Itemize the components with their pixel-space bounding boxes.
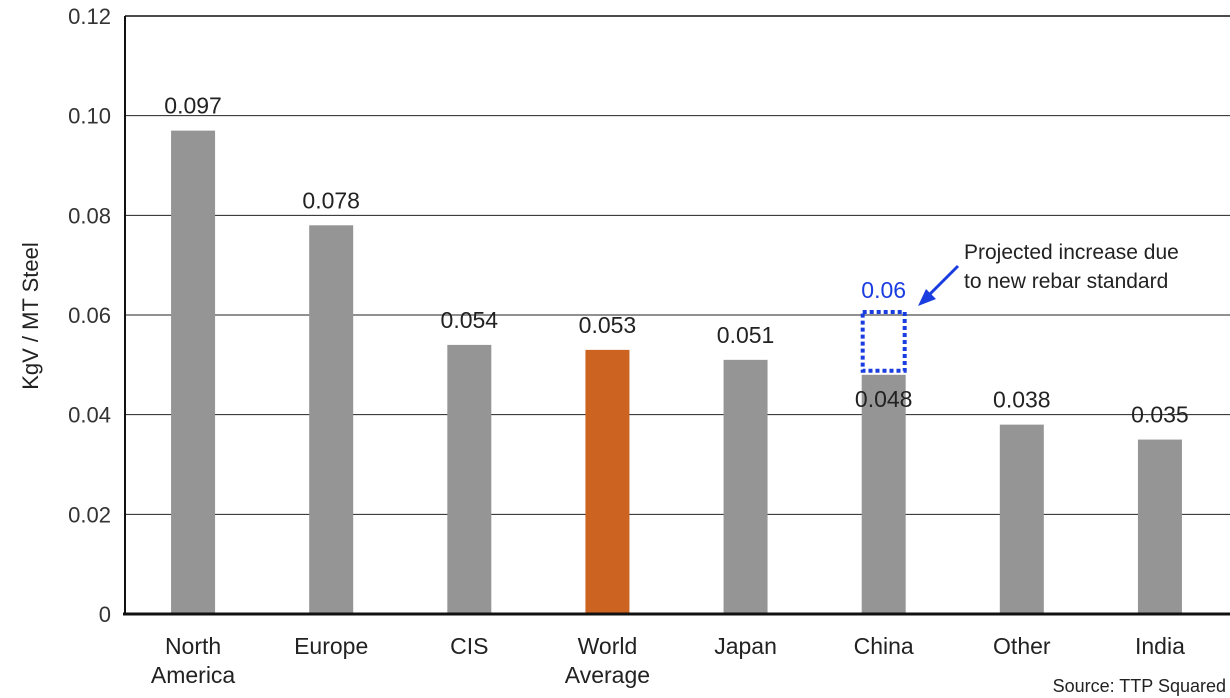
y-axis-label: KgV / MT Steel	[18, 242, 43, 390]
y-axis-ticks: 0 0.02 0.04 0.06 0.08 0.10 0.12	[68, 4, 111, 627]
bar	[447, 344, 492, 614]
projection-note: Projected increase due	[964, 241, 1179, 264]
y-tick-label: 0	[99, 602, 111, 627]
source-note: Source: TTP Squared	[1053, 676, 1226, 696]
category-label: Other	[993, 633, 1051, 659]
value-label: 0.097	[164, 93, 222, 119]
gridlines	[125, 15, 1230, 515]
value-label: 0.053	[579, 312, 637, 338]
category-label: China	[854, 633, 914, 659]
category-label: India	[1135, 633, 1185, 659]
category-label: Japan	[714, 633, 777, 659]
value-label: 0.051	[717, 322, 775, 348]
axes	[123, 15, 1230, 616]
bar	[861, 374, 906, 614]
projection-arrowhead	[918, 289, 936, 306]
y-tick-label: 0.04	[68, 403, 111, 428]
bars	[171, 130, 1182, 615]
bar	[585, 349, 630, 614]
y-tick-label: 0.08	[68, 203, 111, 228]
x-axis-categories: North America Europe CIS World Average Japan Ch…	[151, 633, 1185, 688]
y-tick-label: 0.06	[68, 303, 111, 328]
value-label: 0.035	[1131, 402, 1189, 428]
bar	[171, 130, 216, 614]
category-label: North	[165, 633, 221, 659]
projection-note: to new rebar standard	[964, 270, 1168, 293]
category-label: CIS	[450, 633, 488, 659]
value-labels: 0.097 0.078 0.054 0.053 0.051 0.048 0.038 0.035	[164, 93, 1188, 428]
category-label: America	[151, 662, 236, 688]
category-label: World	[578, 633, 638, 659]
value-label: 0.038	[993, 387, 1051, 413]
bar	[723, 359, 768, 614]
category-label: Average	[565, 662, 650, 688]
bar	[1137, 439, 1182, 614]
bar	[309, 225, 354, 615]
y-tick-label: 0.10	[68, 104, 111, 129]
y-tick-label: 0.12	[68, 4, 111, 29]
projection-box	[860, 310, 907, 373]
projection-value-label: 0.06	[861, 277, 906, 303]
bar	[999, 424, 1044, 614]
value-label: 0.078	[302, 187, 360, 213]
projection-annotation: 0.06 Projected increase due to new rebar s…	[860, 241, 1179, 373]
value-label: 0.054	[441, 307, 499, 333]
projection-arrow-line	[926, 264, 960, 298]
value-label: 0.048	[855, 386, 913, 412]
y-tick-label: 0.02	[68, 502, 111, 527]
category-label: Europe	[294, 633, 368, 659]
